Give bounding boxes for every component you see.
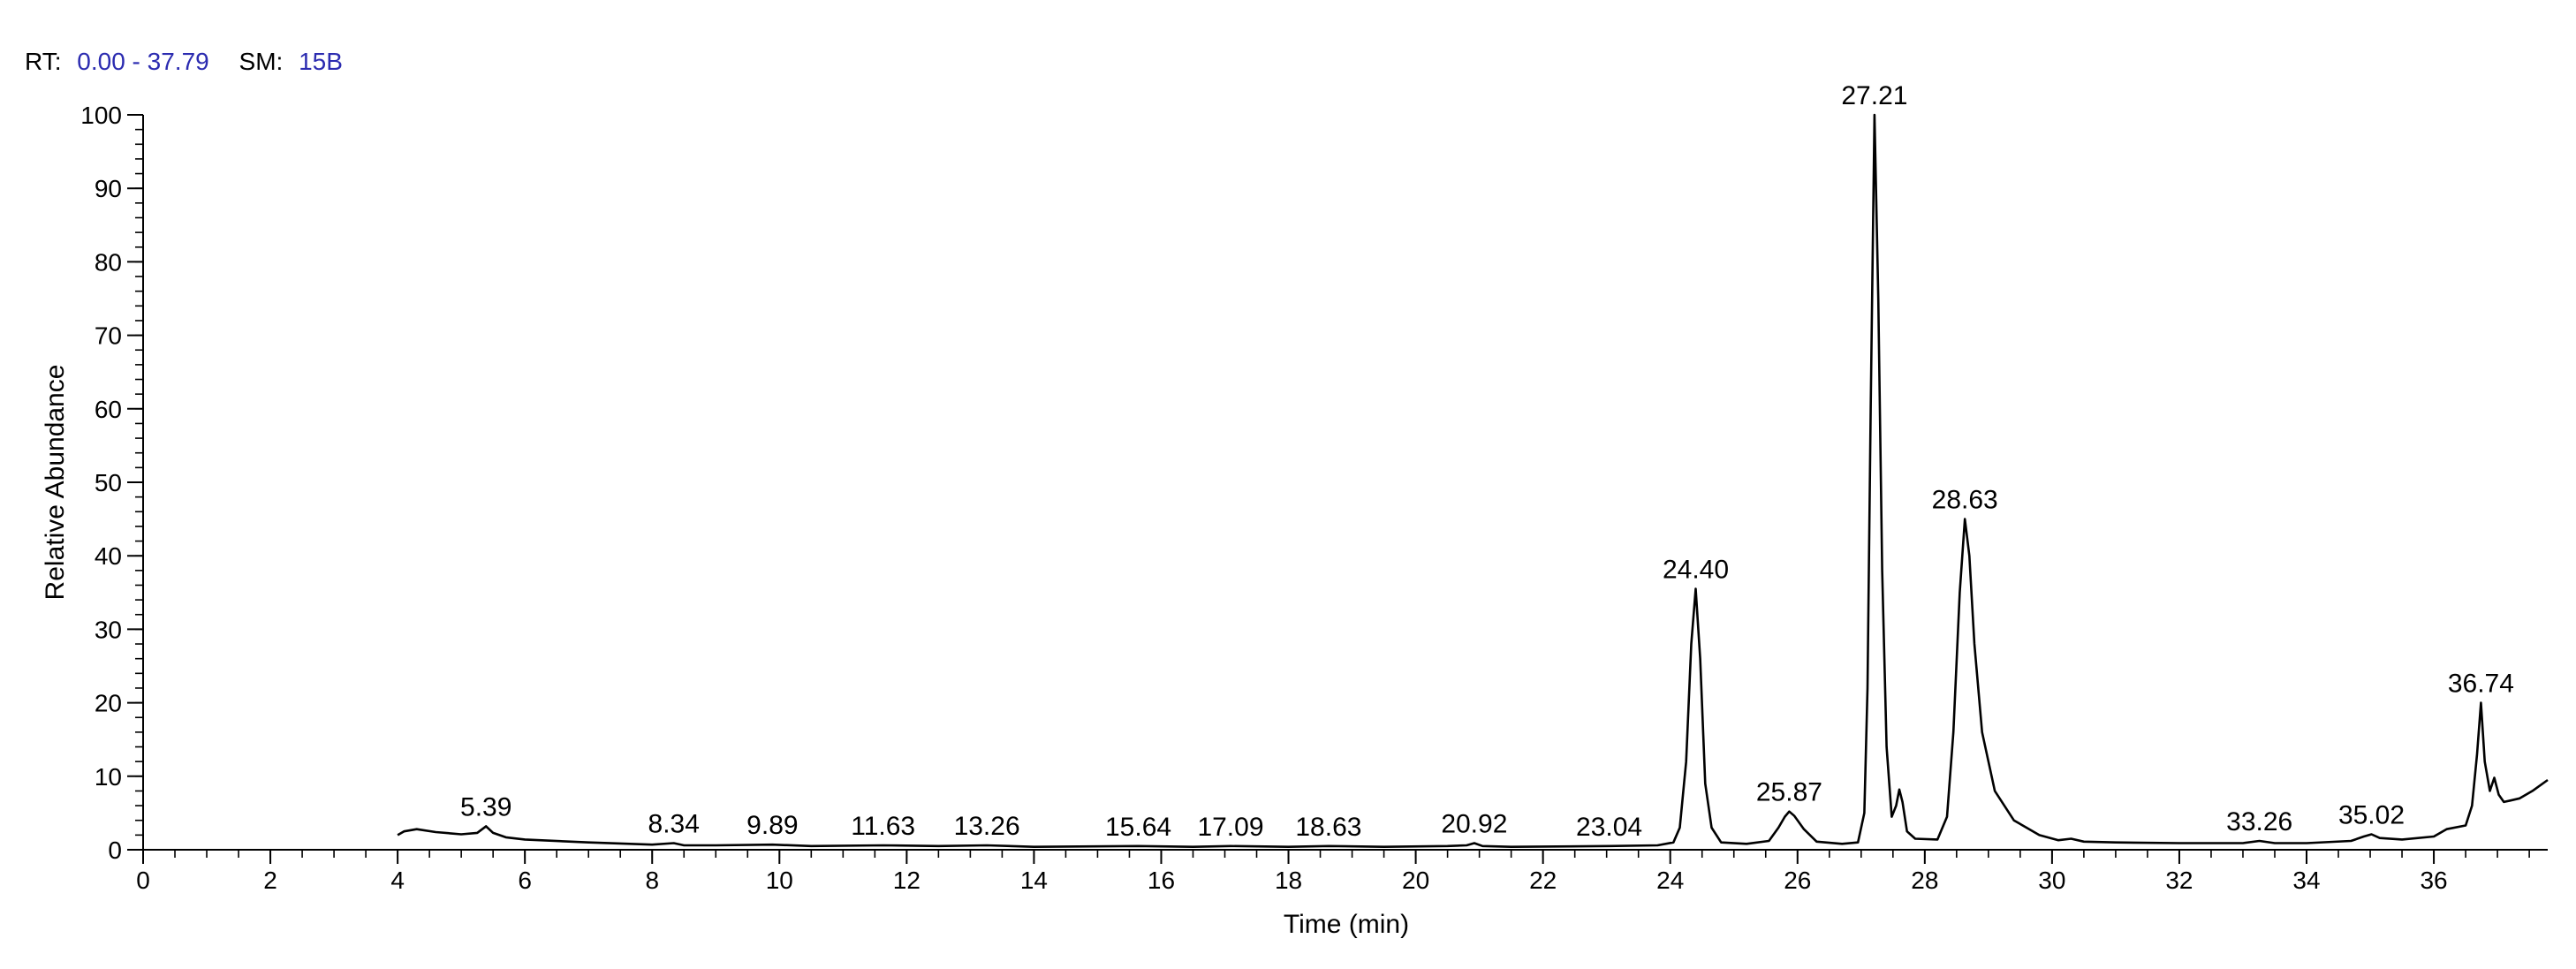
peak-label: 27.21 bbox=[1841, 81, 1907, 110]
y-tick-label: 70 bbox=[95, 322, 122, 350]
y-tick-label: 100 bbox=[80, 102, 122, 129]
x-tick-label: 0 bbox=[136, 867, 150, 894]
y-tick-label: 30 bbox=[95, 616, 122, 643]
peak-label: 20.92 bbox=[1441, 810, 1507, 839]
peak-label: 36.74 bbox=[2448, 670, 2514, 699]
sm-value: 15B bbox=[299, 48, 343, 75]
peak-label: 28.63 bbox=[1932, 486, 1998, 515]
y-tick-label: 50 bbox=[95, 469, 122, 496]
peak-label: 9.89 bbox=[746, 811, 798, 840]
y-axis-title: Relative Abundance bbox=[41, 365, 70, 601]
peak-label: 35.02 bbox=[2338, 801, 2405, 830]
axes: 0 2 4 6 8 10 12 14 16 18 20 22 24 26 28 30 32 34 360102030… bbox=[80, 102, 2548, 894]
rt-key: RT: bbox=[25, 48, 62, 75]
y-tick-label: 10 bbox=[95, 763, 122, 791]
x-tick-label: 36 bbox=[2420, 867, 2447, 894]
x-tick-label: 4 bbox=[390, 867, 405, 894]
header-line: RT: 0.00 - 37.79 SM: 15B bbox=[25, 48, 343, 75]
x-tick-label: 16 bbox=[1148, 867, 1175, 894]
x-tick-label: 8 bbox=[645, 867, 659, 894]
y-tick-label: 0 bbox=[108, 837, 122, 864]
peak-label: 15.64 bbox=[1105, 813, 1171, 842]
y-tick-label: 80 bbox=[95, 248, 122, 276]
x-tick-label: 20 bbox=[1402, 867, 1429, 894]
y-tick-label: 20 bbox=[95, 690, 122, 717]
chromatogram-trace bbox=[397, 113, 2549, 848]
x-tick-label: 34 bbox=[2292, 867, 2320, 894]
x-tick-label: 14 bbox=[1020, 867, 1048, 894]
sm-key: SM: bbox=[239, 48, 284, 75]
peak-label: 33.26 bbox=[2226, 807, 2292, 837]
peak-label: 11.63 bbox=[851, 812, 915, 841]
x-tick-label: 30 bbox=[2038, 867, 2065, 894]
x-tick-label: 22 bbox=[1529, 867, 1557, 894]
rt-range-value: 0.00 - 37.79 bbox=[77, 48, 208, 75]
x-tick-label: 18 bbox=[1275, 867, 1302, 894]
x-tick-label: 10 bbox=[766, 867, 793, 894]
peak-label: 8.34 bbox=[648, 810, 700, 839]
peak-label: 25.87 bbox=[1756, 778, 1822, 807]
x-tick-label: 32 bbox=[2165, 867, 2193, 894]
y-tick-label: 90 bbox=[95, 175, 122, 202]
x-tick-label: 28 bbox=[1911, 867, 1938, 894]
peak-label: 24.40 bbox=[1663, 556, 1729, 585]
x-tick-label: 24 bbox=[1656, 867, 1684, 894]
x-tick-label: 6 bbox=[518, 867, 532, 894]
y-tick-label: 60 bbox=[95, 396, 122, 423]
peak-label: 13.26 bbox=[954, 812, 1020, 841]
peak-labels: 5.39 8.34 9.89 11.63 13.26 15.64 17.09 18.63 20.… bbox=[460, 81, 2514, 842]
x-tick-label: 12 bbox=[893, 867, 921, 894]
y-tick-label: 40 bbox=[95, 542, 122, 570]
x-tick-label: 26 bbox=[1784, 867, 1811, 894]
peak-label: 17.09 bbox=[1197, 813, 1263, 842]
peak-label: 23.04 bbox=[1576, 813, 1642, 842]
trace-layer bbox=[397, 113, 2549, 848]
peak-label: 18.63 bbox=[1295, 813, 1361, 842]
x-axis-title: Time (min) bbox=[1284, 910, 1409, 939]
peak-label: 5.39 bbox=[460, 792, 511, 821]
x-tick-label: 2 bbox=[263, 867, 277, 894]
